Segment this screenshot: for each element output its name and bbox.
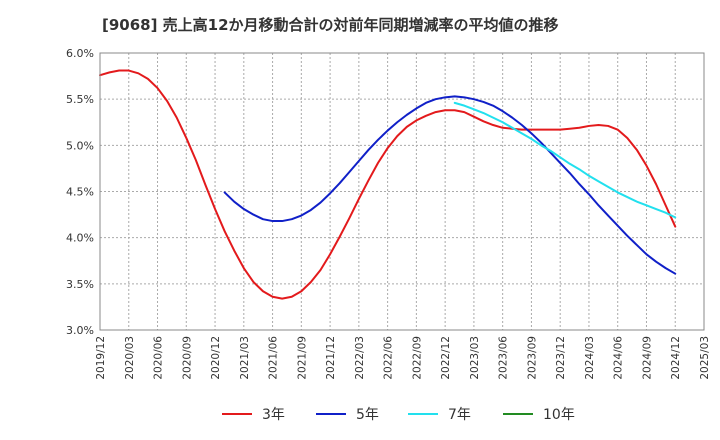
- x-tick-label: 2023/09: [526, 336, 538, 380]
- x-axis-ticks: 2019/12 2020/03 2020/06 2020/09 2020/12 2021/…: [95, 336, 711, 380]
- x-tick-label: 2022/06: [383, 336, 395, 380]
- x-tick-label: 2024/12: [670, 336, 682, 380]
- legend-label: 3年: [262, 407, 285, 423]
- x-tick-label: 2020/06: [153, 336, 165, 380]
- x-tick-label: 2021/03: [239, 336, 251, 380]
- legend: 3年 5年 7年 10年: [222, 407, 575, 423]
- y-tick-label: 4.5%: [66, 186, 94, 199]
- y-tick-label: 5.5%: [66, 93, 94, 106]
- x-tick-label: 2022/09: [411, 336, 423, 380]
- x-tick-label: 2024/06: [613, 336, 625, 380]
- x-tick-label: 2022/12: [440, 336, 452, 380]
- series-line-5年: [223, 95, 677, 275]
- x-tick-label: 2021/06: [268, 336, 280, 380]
- x-tick-label: 2024/09: [641, 336, 653, 380]
- x-tick-label: 2024/03: [584, 336, 596, 380]
- y-tick-label: 6.0%: [66, 47, 94, 60]
- x-tick-label: 2020/12: [210, 336, 222, 380]
- series-lines: [99, 69, 677, 300]
- legend-label: 7年: [448, 407, 471, 423]
- x-tick-label: 2023/06: [498, 336, 510, 380]
- y-tick-label: 3.5%: [66, 278, 94, 291]
- y-tick-label: 3.0%: [66, 324, 94, 337]
- x-tick-label: 2022/03: [354, 336, 366, 380]
- x-tick-label: 2020/09: [181, 336, 193, 380]
- x-tick-label: 2020/03: [124, 336, 136, 380]
- x-tick-label: 2025/03: [699, 336, 711, 380]
- x-tick-label: 2021/09: [296, 336, 308, 380]
- legend-label: 10年: [543, 407, 575, 423]
- y-tick-label: 4.0%: [66, 232, 94, 245]
- legend-label: 5年: [356, 407, 379, 423]
- y-tick-label: 5.0%: [66, 139, 94, 152]
- plot-area-border: [99, 52, 705, 331]
- grid: [100, 53, 704, 330]
- x-tick-label: 2023/12: [555, 336, 567, 380]
- x-tick-label: 2021/12: [325, 336, 337, 380]
- y-axis-ticks: 6.0% 5.5% 5.0% 4.5% 4.0% 3.5% 3.0%: [66, 47, 94, 337]
- x-tick-label: 2023/03: [469, 336, 481, 380]
- x-tick-label: 2019/12: [95, 336, 107, 380]
- series-line-3年: [99, 69, 677, 300]
- chart-title: [9068] 売上高12か月移動合計の対前年同期増減率の平均値の推移: [102, 16, 559, 34]
- series-line-7年: [453, 101, 677, 219]
